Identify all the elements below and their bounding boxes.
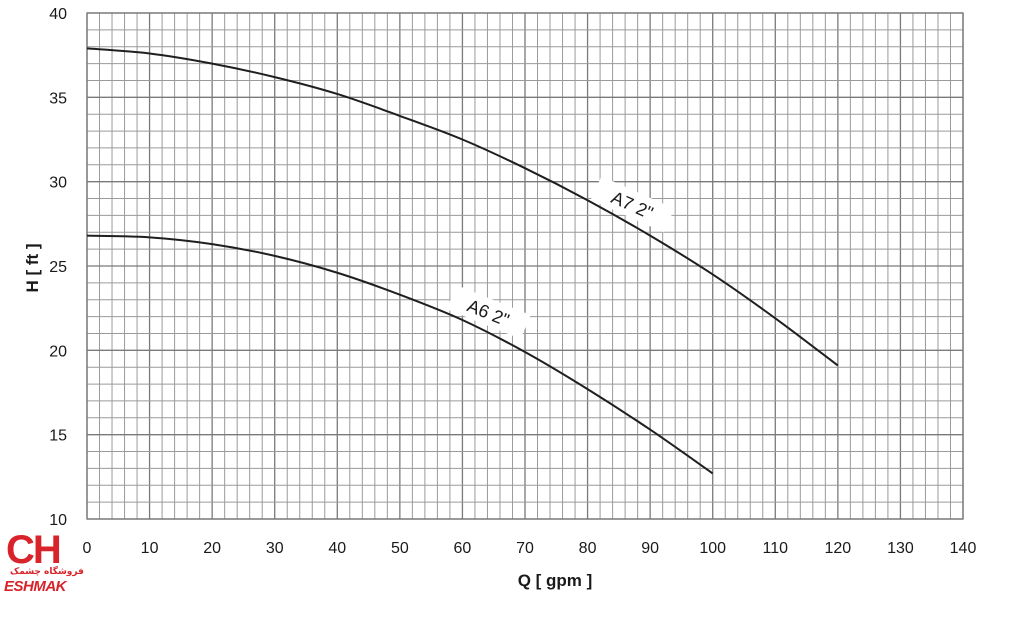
brand-logo: CH فروشگاه چشمک ESHMAK xyxy=(4,530,86,596)
x-tick-label: 60 xyxy=(454,540,472,557)
tick-labels: 0 10 20 30 40 50 60 70 80 90 100 110 120 130 140 10 15 20… xyxy=(49,6,976,557)
x-tick-label: 70 xyxy=(516,540,534,557)
x-tick-label: 50 xyxy=(391,540,409,557)
series-line-2 xyxy=(86,234,714,475)
series-line-1 xyxy=(86,47,839,367)
x-tick-label: 30 xyxy=(266,540,284,557)
x-tick-label: 40 xyxy=(328,540,346,557)
plot-border xyxy=(86,12,964,520)
y-tick-label: 30 xyxy=(49,175,67,192)
y-axis-title: H [ ft ] xyxy=(23,243,42,292)
logo-tagline: فروشگاه چشمک xyxy=(10,567,84,577)
series-label-1: A7 2" xyxy=(590,176,675,233)
series-label-bg xyxy=(446,284,531,340)
x-tick-label: 110 xyxy=(763,540,789,557)
y-tick-label: 40 xyxy=(49,6,67,23)
x-tick-label: 140 xyxy=(950,540,977,557)
grid xyxy=(86,12,964,520)
x-tick-label: 80 xyxy=(579,540,597,557)
y-tick-label: 20 xyxy=(49,343,67,360)
x-tick-label: 20 xyxy=(203,540,221,557)
x-tick-label: 130 xyxy=(887,540,914,557)
y-tick-label: 35 xyxy=(49,90,67,107)
logo-name: ESHMAK xyxy=(4,578,67,595)
curves: A7 2" A6 2" xyxy=(86,47,839,475)
x-tick-label: 120 xyxy=(825,540,852,557)
y-tick-label: 15 xyxy=(49,428,67,445)
series-label-bg xyxy=(590,176,675,233)
x-tick-label: 0 xyxy=(83,540,92,557)
y-tick-label: 10 xyxy=(49,512,67,529)
x-tick-label: 10 xyxy=(141,540,159,557)
x-tick-label: 90 xyxy=(641,540,659,557)
y-tick-label: 25 xyxy=(49,259,67,276)
series-label-2: A6 2" xyxy=(446,284,531,340)
logo-mark: CH xyxy=(6,528,62,572)
x-axis-title: Q [ gpm ] xyxy=(518,571,593,590)
x-tick-label: 100 xyxy=(699,540,726,557)
